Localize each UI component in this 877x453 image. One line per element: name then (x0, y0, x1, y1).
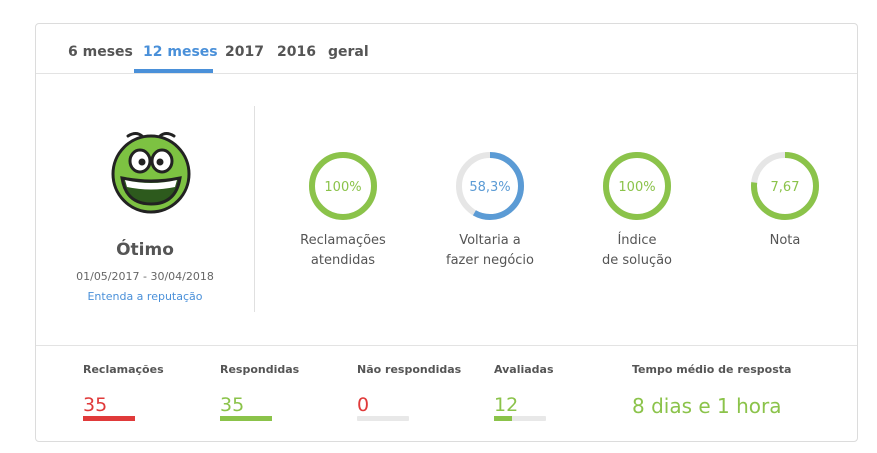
metric-label: Voltaria a fazer negócio (446, 233, 534, 268)
stat-bar (357, 416, 409, 421)
metric-value: 7,67 (770, 180, 800, 195)
complaint-stats: Reclamações 35 Respondidas 35 Não respon… (36, 345, 857, 444)
understand-reputation-link[interactable]: Entenda a reputação (87, 290, 203, 303)
tab-2017[interactable]: 2017 (225, 44, 264, 60)
stat-value: 0 (357, 394, 370, 416)
metric-value: 100% (618, 180, 656, 195)
reputation-status: Ótimo (116, 240, 174, 260)
stat-bar-fill (220, 416, 272, 421)
metric-ring (751, 152, 819, 220)
stat-respondidas: Respondidas 35 (220, 363, 300, 421)
stat-bar (494, 416, 546, 421)
metric-voltaria-a-fazer-negocio: 58,3% Voltaria a fazer negócio (425, 151, 555, 281)
stat-label: Respondidas (220, 363, 300, 376)
stat-nao-respondidas: Não respondidas 0 (357, 363, 462, 421)
tab-geral[interactable]: geral (328, 44, 369, 60)
stat-label: Avaliadas (494, 363, 554, 376)
metric-label: Nota (769, 233, 801, 248)
stat-value: 35 (83, 394, 108, 416)
stat-value: 12 (494, 394, 519, 416)
stat-bar (83, 416, 135, 421)
reputation-summary: Ótimo 01/05/2017 - 30/04/2018 Entenda a … (36, 74, 254, 344)
metric-label: Reclamações atendidas (300, 233, 386, 268)
stat-value: 35 (220, 394, 245, 416)
reputation-period: 01/05/2017 - 30/04/2018 (76, 270, 214, 283)
metric-ring (603, 152, 671, 220)
stat-tempo-medio-de-resposta: Tempo médio de resposta 8 dias e 1 hora (632, 363, 792, 418)
metric-reclamacoes-atendidas: 100% Reclamações atendidas (278, 151, 408, 281)
stat-avaliadas: Avaliadas 12 (494, 363, 554, 421)
metric-nota: 7,67 Nota (720, 151, 850, 281)
stat-label: Reclamações (83, 363, 164, 376)
period-tabs: 6 meses 12 meses 2017 2016 geral (36, 24, 857, 74)
metric-indice-de-solucao: 100% Índice de solução (572, 151, 702, 281)
stat-bar-fill (494, 416, 512, 421)
metric-label: Índice de solução (601, 233, 673, 268)
metric-value: 58,3% (469, 180, 511, 195)
stat-bar (220, 416, 272, 421)
tab-12-meses[interactable]: 12 meses (143, 44, 218, 60)
stat-label: Não respondidas (357, 363, 462, 376)
tab-6-meses[interactable]: 6 meses (68, 44, 133, 60)
stat-bar-fill (83, 416, 135, 421)
response-time-value: 8 dias e 1 hora (632, 394, 782, 418)
stat-label: Tempo médio de resposta (632, 363, 792, 376)
metric-ring (309, 152, 377, 220)
tab-2016[interactable]: 2016 (277, 44, 316, 60)
reputation-card: 6 meses 12 meses 2017 2016 geral Ótimo 0… (35, 23, 858, 442)
active-tab-indicator (134, 69, 213, 73)
happy-face-icon (111, 132, 191, 214)
section-divider (254, 106, 255, 312)
metric-ring (456, 152, 524, 220)
stat-reclamacoes: Reclamações 35 (83, 363, 164, 421)
metric-value: 100% (324, 180, 362, 195)
